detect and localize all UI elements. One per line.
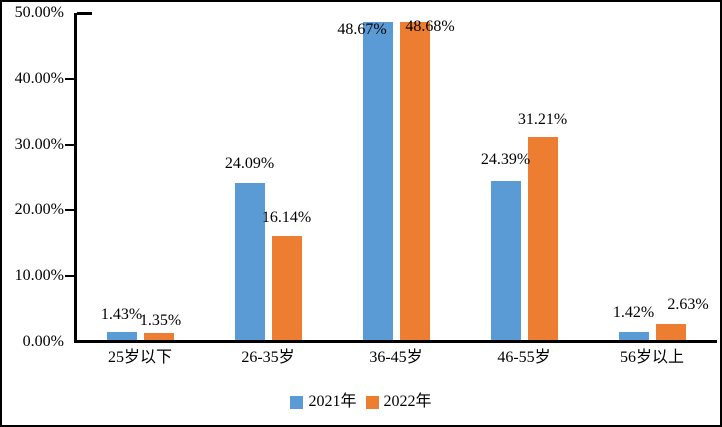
- bar-2021-cat2: [362, 22, 393, 342]
- y-axis-line: [74, 13, 77, 343]
- x-axis-label-cat4: 56岁以上: [619, 349, 684, 366]
- y-tick-10: [65, 274, 74, 277]
- y-axis-label-20: 20.00%: [14, 201, 64, 219]
- legend-item-2022: 2022年: [365, 393, 432, 410]
- legend-item-2021: 2021年: [290, 393, 357, 410]
- y-tick-50: [77, 11, 92, 15]
- y-tick-20: [65, 209, 74, 212]
- value-label-2021-cat0: 1.43%: [100, 306, 143, 324]
- y-tick-40: [65, 78, 74, 81]
- x-axis-label-cat1: 26-35岁: [241, 349, 295, 366]
- legend-label: 2021年: [308, 393, 357, 410]
- y-axis-label-10: 10.00%: [14, 266, 64, 284]
- x-axis-label-cat2: 36-45岁: [369, 349, 423, 366]
- bar-2022-cat2: [399, 22, 430, 342]
- value-label-2021-cat2: 48.67%: [337, 21, 387, 39]
- bar-2022-cat4: [655, 324, 686, 342]
- legend-swatch-icon: [290, 395, 304, 409]
- y-tick-30: [65, 143, 74, 146]
- legend-label: 2022年: [383, 393, 432, 410]
- value-label-2022-cat3: 31.21%: [517, 110, 568, 128]
- y-axis-label-40: 40.00%: [14, 70, 64, 88]
- x-axis-label-cat3: 46-55岁: [497, 349, 551, 366]
- value-label-2022-cat2: 48.68%: [405, 17, 455, 35]
- value-label-2021-cat3: 24.39%: [480, 150, 531, 168]
- y-axis-label-50: 50.00%: [14, 4, 64, 22]
- bar-2022-cat1: [271, 235, 302, 342]
- bar-2021-cat3: [490, 181, 521, 342]
- value-label-2021-cat4: 1.42%: [612, 303, 655, 321]
- legend: 2021年 2022年: [0, 393, 722, 411]
- value-label-2022-cat0: 1.35%: [139, 312, 182, 330]
- value-label-2022-cat4: 2.63%: [667, 296, 709, 314]
- x-axis-label-cat0: 25岁以下: [107, 349, 172, 366]
- bar-2021-cat1: [234, 183, 265, 342]
- value-label-2022-cat1: 16.14%: [261, 208, 312, 226]
- bar-2022-cat0: [143, 332, 174, 342]
- y-axis-label-0: 0.00%: [22, 332, 64, 350]
- value-label-2021-cat1: 24.09%: [224, 155, 275, 173]
- bar-2022-cat3: [527, 136, 558, 342]
- x-axis-line: [74, 340, 717, 343]
- legend-swatch-icon: [365, 395, 379, 409]
- bar-2021-cat0: [106, 332, 137, 342]
- y-axis-label-30: 30.00%: [14, 135, 64, 153]
- bar-2021-cat4: [618, 332, 649, 342]
